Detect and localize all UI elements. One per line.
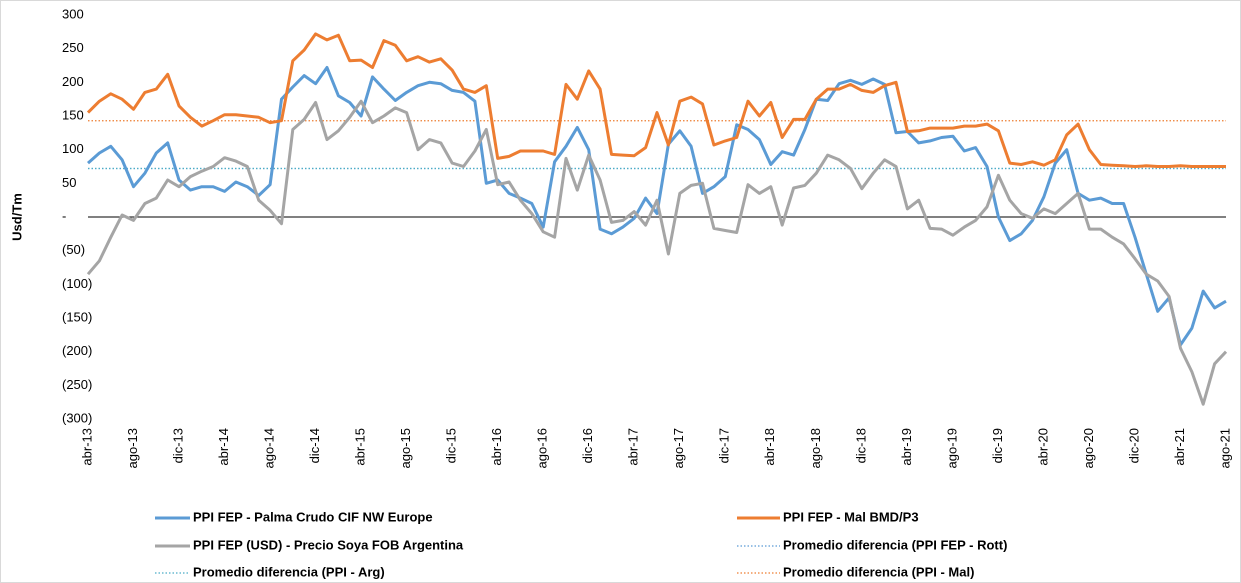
x-tick-label: abr-21 (1172, 428, 1187, 466)
x-tick-label: dic-19 (990, 428, 1005, 463)
y-tick-label: (200) (62, 343, 92, 358)
x-tick-label: dic-18 (853, 428, 868, 463)
y-tick-label: (250) (62, 377, 92, 392)
x-tick-label: ago-15 (398, 428, 413, 468)
y-tick-label: 250 (62, 40, 84, 55)
y-axis-label: Usd/Tm (9, 193, 24, 241)
x-tick-label: dic-17 (717, 428, 732, 463)
y-tick-label: - (62, 208, 66, 223)
x-tick-label: ago-19 (944, 428, 959, 468)
legend-label: PPI FEP - Palma Crudo CIF NW Europe (193, 509, 433, 524)
series-line (87, 66, 1227, 347)
x-tick-label: dic-20 (1126, 428, 1141, 463)
x-tick-label: abr-17 (626, 428, 641, 466)
x-tick-label: ago-17 (671, 428, 686, 468)
x-tick-label: ago-14 (262, 428, 277, 468)
x-tick-label: dic-13 (170, 428, 185, 463)
y-tick-label: (50) (62, 242, 85, 257)
series-line (86, 32, 1226, 168)
x-tick-label: ago-13 (125, 428, 140, 468)
x-tick-label: abr-13 (79, 428, 94, 466)
y-tick-label: (100) (62, 276, 92, 291)
legend-label: Promedio diferencia (PPI - Mal) (783, 564, 974, 579)
x-tick-label: abr-15 (353, 428, 368, 466)
x-tick-label: abr-18 (762, 428, 777, 466)
legend-label: PPI FEP - Mal BMD/P3 (783, 509, 919, 524)
legend-label: Promedio diferencia (PPI FEP - Rott) (783, 537, 1007, 552)
y-tick-label: (300) (62, 410, 92, 425)
x-tick-label: ago-16 (535, 428, 550, 468)
y-tick-label: 300 (62, 6, 84, 21)
y-tick-label: (150) (62, 309, 92, 324)
y-tick-label: 50 (62, 175, 76, 190)
legend-label: PPI FEP (USD) - Precio Soya FOB Argentin… (193, 537, 464, 552)
x-tick-label: ago-20 (1081, 428, 1096, 468)
x-tick-label: ago-21 (1217, 428, 1232, 468)
x-tick-label: dic-15 (444, 428, 459, 463)
series-line (86, 99, 1228, 406)
x-tick-label: abr-14 (216, 428, 231, 466)
x-tick-label: dic-14 (307, 428, 322, 463)
x-tick-label: ago-18 (808, 428, 823, 468)
y-tick-label: 200 (62, 74, 84, 89)
y-tick-label: 100 (62, 141, 84, 156)
legend-label: Promedio diferencia (PPI - Arg) (193, 564, 385, 579)
x-tick-label: abr-16 (489, 428, 504, 466)
x-tick-label: abr-20 (1035, 428, 1050, 466)
x-tick-label: dic-16 (580, 428, 595, 463)
x-tick-label: abr-19 (899, 428, 914, 466)
y-tick-label: 150 (62, 107, 84, 122)
